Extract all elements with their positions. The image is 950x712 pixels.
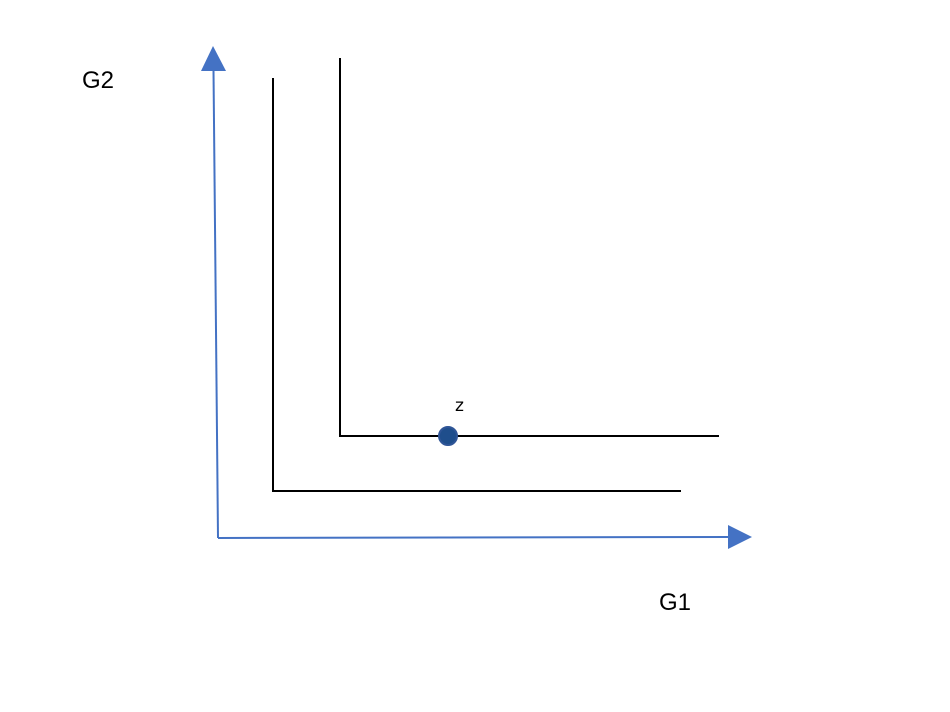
x-axis (217, 536, 731, 539)
y-axis (212, 69, 219, 539)
y-axis-label: G2 (82, 67, 114, 94)
lower-l-curve (272, 78, 681, 492)
upper-l-curve (339, 58, 719, 437)
point-z-label: z (455, 396, 464, 416)
y-axis-arrowhead (201, 46, 226, 71)
point-z-marker (438, 426, 458, 446)
x-axis-arrowhead (728, 525, 752, 549)
x-axis-label: G1 (659, 589, 691, 616)
